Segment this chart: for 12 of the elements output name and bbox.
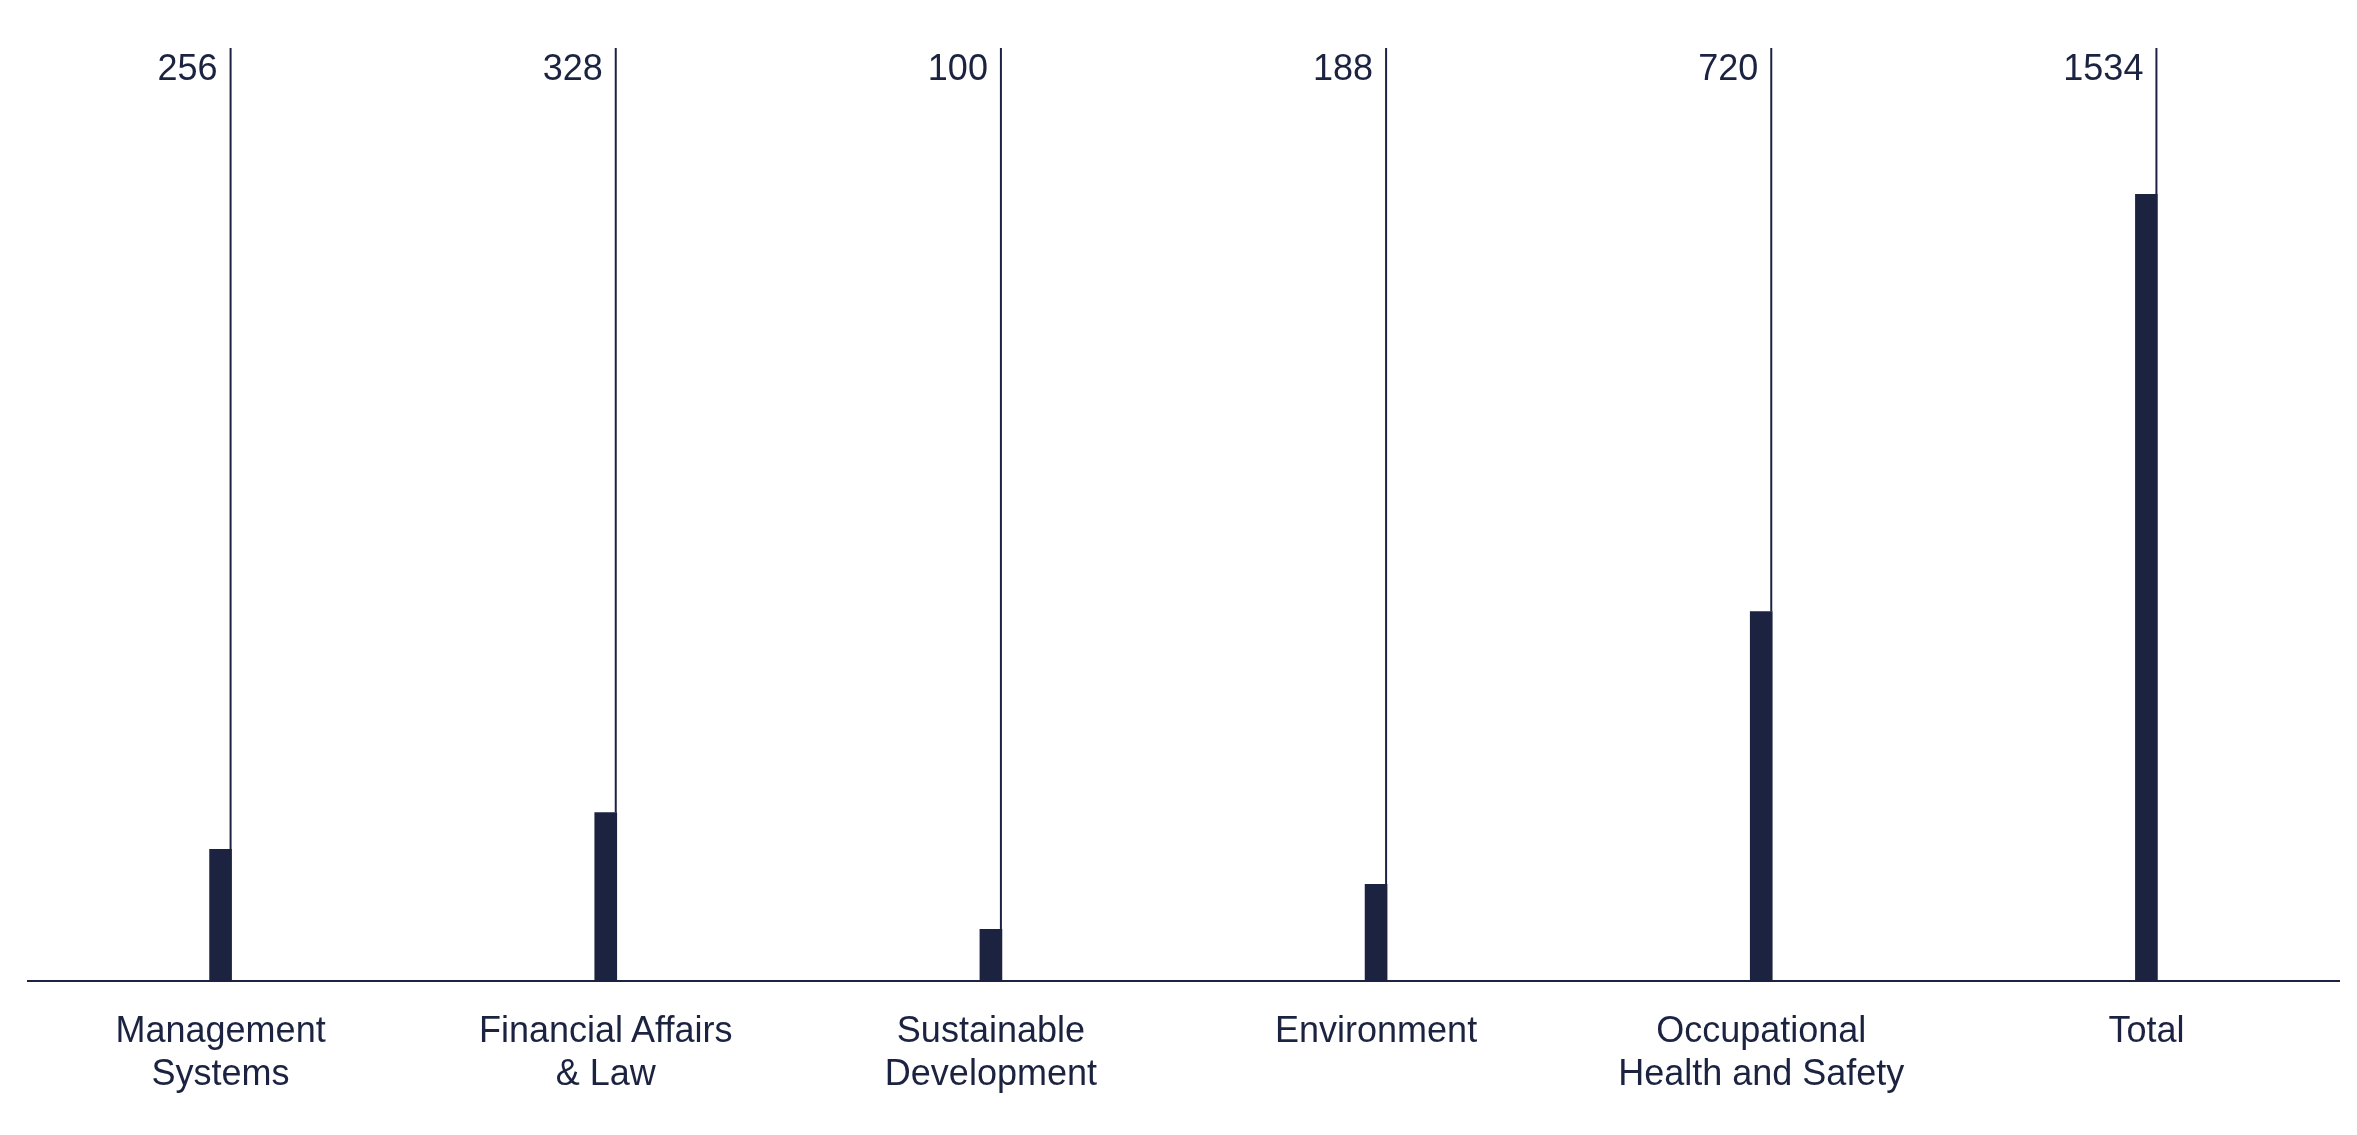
x-tick-label: Financial Affairs & Law [479, 1009, 733, 1094]
data-label: 100 [927, 46, 988, 88]
data-label: 256 [157, 46, 218, 88]
data-label: 1534 [2063, 46, 2144, 88]
x-tick-label: Management Systems [115, 1009, 326, 1094]
data-label: 328 [542, 46, 603, 88]
x-tick-label: Environment [1275, 1009, 1478, 1051]
x-tick-label: Occupational Health and Safety [1618, 1009, 1905, 1094]
data-label: 188 [1313, 46, 1374, 88]
x-tick-label: Sustainable Development [884, 1009, 1097, 1094]
x-tick-label: Total [2108, 1009, 2185, 1051]
data-label: 720 [1698, 46, 1759, 88]
